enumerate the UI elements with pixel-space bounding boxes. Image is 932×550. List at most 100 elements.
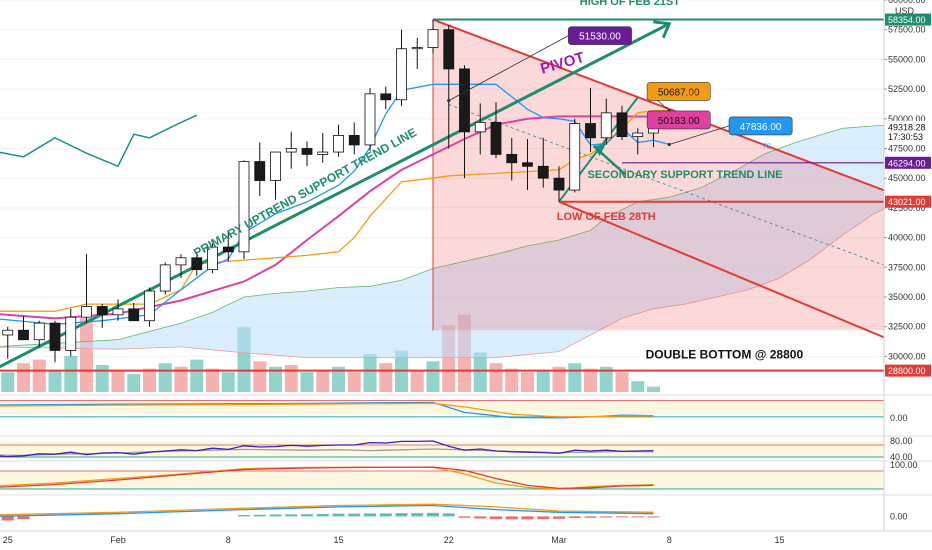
indicator-line [0, 440, 654, 458]
indicator-panes [0, 394, 932, 521]
volume-bar [316, 370, 330, 392]
primary-trend-arrowhead [653, 20, 672, 39]
volume-bar [347, 372, 361, 392]
secondary-trend-annotation: SECONDARY SUPPORT TREND LINE [588, 169, 783, 181]
histogram-bar [442, 513, 455, 517]
time-tick-label: 15 [333, 535, 343, 545]
candle-body [553, 177, 565, 191]
volume-bar [473, 352, 487, 392]
indicator-short-label: TS [762, 143, 771, 150]
channel-midline [448, 104, 884, 266]
price-callout-label: 50687.00 [658, 87, 700, 98]
candle-body [285, 148, 297, 153]
volume-bar [584, 368, 597, 392]
volume-bar [158, 363, 172, 392]
volume-bar [206, 368, 219, 392]
cloud-span-b [0, 208, 884, 359]
candle-body [443, 29, 455, 70]
indicator-pane-rsi [0, 435, 932, 458]
volume-bar [615, 372, 629, 392]
histogram-bar [364, 513, 376, 517]
pane-tick-label: 0.00 [890, 413, 908, 423]
candle-body [364, 93, 376, 146]
double-bottom-annotation: DOUBLE BOTTOM @ 28800 [646, 348, 804, 362]
candle-body [411, 47, 423, 50]
price-tag-box [885, 364, 931, 377]
price-tick-label: 52500.00 [888, 84, 926, 94]
candle-body [175, 257, 187, 266]
histogram-bar [616, 516, 628, 518]
candle-body [222, 246, 234, 253]
histogram-bar [490, 516, 502, 520]
time-axis[interactable]: 25 Feb 8 15 22 Mar 8 15 [0, 530, 932, 545]
candles [2, 19, 659, 363]
histogram-bar [332, 513, 345, 517]
volume-bar [599, 366, 613, 392]
channel-fill [433, 19, 884, 331]
volume-bar [253, 361, 267, 392]
volume-bar [32, 359, 46, 392]
indicator-pane-macd [0, 394, 932, 419]
volume-bar [143, 368, 156, 392]
histogram-bar [427, 512, 439, 517]
tenkan-sen-line [0, 83, 670, 325]
time-tick-label: Mar [551, 535, 567, 545]
time-tick-label: 22 [444, 535, 454, 545]
histogram-bar [600, 516, 613, 518]
price-callout-box [646, 82, 711, 101]
volume-bar [17, 363, 30, 392]
price-callout-label: 50183.00 [658, 116, 700, 127]
price-tag-label: 17:30:53 [888, 132, 923, 142]
secondary-arrowhead [593, 144, 606, 157]
candle-body [522, 162, 533, 167]
indicator-line [0, 402, 654, 418]
volume-bar [80, 318, 93, 392]
volume-bar [190, 359, 204, 392]
indicator-pane-stoch [0, 460, 932, 490]
price-tick-label: 32500.00 [888, 322, 926, 332]
histogram-bar [395, 513, 408, 517]
histogram-bar [631, 516, 644, 518]
volume-bar [95, 365, 109, 392]
candle-body [569, 123, 581, 191]
candle-body [537, 165, 549, 179]
candle-body [207, 246, 218, 271]
volume-bar [111, 370, 125, 392]
candle-body [317, 151, 329, 155]
price-tick-label: 42500.00 [888, 203, 926, 213]
candle-body [348, 135, 360, 146]
candle-body [490, 121, 502, 155]
volume-bar [221, 372, 235, 392]
callout-anchor-dot [667, 142, 671, 147]
indicator-line [0, 503, 654, 516]
price-tick-label: 40000.00 [888, 233, 926, 243]
histogram-bar [285, 514, 298, 517]
pane-band [0, 471, 884, 489]
price-tick-label: 55000.00 [888, 54, 926, 64]
candle-body [396, 48, 407, 101]
histogram-bar [521, 516, 534, 520]
indicator-line [0, 466, 654, 490]
histogram-bar [458, 516, 471, 518]
time-tick-label: 8 [226, 535, 231, 545]
candle-body [191, 257, 203, 271]
price-tag-box [885, 156, 931, 169]
callout-anchor-dot [447, 99, 451, 103]
candle-body [128, 308, 140, 322]
volume-bar [48, 370, 62, 392]
price-axis[interactable]: USD 60000.00 57500.00 55000.00 52500.00 5000… [883, 0, 931, 530]
candle-body [112, 308, 124, 316]
price-tick-label: 30000.00 [888, 351, 926, 361]
price-tag-label: 58354.00 [888, 15, 926, 25]
candle-body [65, 316, 77, 351]
indicator-short-label: MBB [680, 123, 696, 130]
histogram-bar [379, 513, 392, 517]
volume-bar [1, 372, 15, 392]
price-tick-label: 45000.00 [888, 173, 926, 183]
price-tick-label: 60000.00 [888, 0, 926, 5]
histogram-bar [411, 513, 424, 517]
low-annotation: LOW OF FEB 28TH [557, 211, 656, 223]
callout-leader [448, 35, 569, 101]
